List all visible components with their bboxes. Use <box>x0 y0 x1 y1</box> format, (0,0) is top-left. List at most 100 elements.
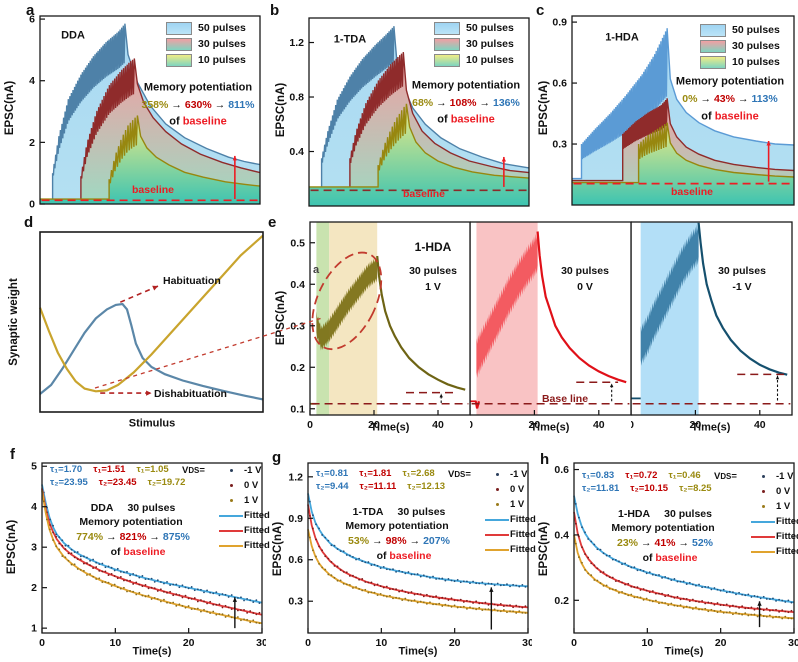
panel-f-plot: 1 2 3 4 5 0 10 20 30 <box>31 461 266 649</box>
tau2-red: τ₂=11.11 <box>359 481 397 492</box>
potentiation-values: 0% → 43% → 113% <box>682 93 777 105</box>
of-baseline: of baseline <box>169 116 226 129</box>
voltage-label-1v: 1 V <box>425 280 441 293</box>
svg-text:0.5: 0.5 <box>290 237 305 249</box>
x-axis-label: Time(s) <box>664 645 704 658</box>
legend-swatch-10 <box>434 53 460 67</box>
svg-text:0.6: 0.6 <box>554 464 569 476</box>
habituation-label: Habituation <box>163 275 221 287</box>
fitted-label: Fitted <box>510 514 536 525</box>
legend-swatch-10 <box>700 55 726 69</box>
panel-b: 0.4 0.8 1.2 b EPSC(nA) 1-TDA 50 pulses 30 … <box>266 0 532 212</box>
fitted-line-yellow <box>485 548 509 551</box>
tau2-blue: τ₂=11.81 <box>582 483 620 494</box>
spacer <box>714 484 750 499</box>
vds-label: V DS = <box>182 465 205 476</box>
pct-0v: 821% <box>119 530 147 543</box>
spacer <box>448 542 484 557</box>
memory-potentiation-title: Memory potentiation <box>411 79 521 92</box>
marker-cell <box>484 482 510 497</box>
marker-cell <box>218 478 244 493</box>
vds-legend: VDS= -1 V 0 V 1 V Fitted Fitted Fitted <box>714 469 798 559</box>
pulse-legend: 50 pulses 30 pulses 10 pulses <box>434 20 514 68</box>
device-label: 1-TDA <box>333 33 367 46</box>
spacer <box>714 514 750 529</box>
tau1-row: τ₁=1.70 τ₁=1.51 τ₁=1.05 <box>50 464 169 475</box>
legend-item: 30 pulses <box>700 38 780 54</box>
memory-potentiation-title: Memory potentiation <box>79 515 183 528</box>
arrow-glyph: → <box>737 92 749 105</box>
marker-cell <box>484 542 510 557</box>
spacer <box>714 544 750 559</box>
panel-d: d Synaptic weight Stimulus Habituation D… <box>0 212 265 437</box>
scatter-dot-0v <box>229 484 233 487</box>
y-axis-label: EPSC(nA) <box>275 290 287 346</box>
marker-cell <box>218 538 244 553</box>
pulse-legend: 50 pulses 30 pulses 10 pulses <box>166 20 246 68</box>
tau2-olive: τ₂=12.13 <box>407 481 446 492</box>
arrow-glyph: → <box>640 536 652 549</box>
svg-text:0: 0 <box>307 419 313 431</box>
volt-label: 0 V <box>510 484 525 495</box>
svg-text:0.2: 0.2 <box>554 595 569 607</box>
volt-label: 1 V <box>776 501 791 512</box>
tau1-olive: τ₁=0.46 <box>668 470 701 481</box>
svg-text:0.9: 0.9 <box>552 17 567 29</box>
pct-50: 113% <box>751 92 778 105</box>
svg-text:20: 20 <box>449 637 461 649</box>
spacer <box>448 482 484 497</box>
panel-letter: a <box>26 2 35 19</box>
panel-h: 0.2 0.4 0.6 0 10 20 30 h EPSC(nA) Time(s) τ₁=0… <box>532 437 798 662</box>
svg-text:40: 40 <box>593 419 605 431</box>
stray-a-label: a <box>313 264 320 276</box>
spacer <box>448 527 484 542</box>
legend-label: 30 pulses <box>198 38 246 50</box>
y-axis-label: EPSC(nA) <box>538 521 550 577</box>
tau1-red: τ₁=0.72 <box>625 470 658 481</box>
svg-text:10: 10 <box>641 637 653 649</box>
y-axis-label: Synaptic weight <box>8 278 20 366</box>
volt-label: -1 V <box>510 469 528 480</box>
arrow-glyph: → <box>409 534 421 547</box>
pulses-label-0v: 30 pulses <box>561 264 609 277</box>
fitted-label: Fitted <box>244 510 270 521</box>
svg-text:0.3: 0.3 <box>290 320 305 332</box>
of-baseline: of baseline <box>701 111 758 124</box>
marker-cell <box>750 544 776 559</box>
svg-text:4: 4 <box>31 501 37 513</box>
pct-30: 630% <box>184 98 212 111</box>
pct-neg1v: 23% <box>616 536 638 549</box>
volt-label: -1 V <box>244 465 262 476</box>
svg-text:20: 20 <box>368 419 380 431</box>
panel-letter: e <box>268 214 277 231</box>
marker-cell <box>484 497 510 512</box>
tau1-red: τ₁=1.81 <box>359 468 392 479</box>
svg-text:1.2: 1.2 <box>289 37 304 49</box>
pulse-legend: 50 pulses 30 pulses 10 pulses <box>700 22 780 70</box>
of-word: of <box>110 545 121 558</box>
legend-swatch-30 <box>700 39 726 53</box>
svg-text:30: 30 <box>788 637 798 649</box>
svg-text:6: 6 <box>29 14 35 26</box>
svg-text:2: 2 <box>31 582 37 594</box>
scatter-dot-neg1v <box>761 475 765 478</box>
panel-e-subplot-1v: 0.1 0.2 0.3 0.4 0.5 0 20 40 <box>290 221 471 431</box>
pulses-label: 30 pulses <box>127 501 176 514</box>
pct-neg1v: 53% <box>348 534 370 547</box>
x-axis-label: Time(s) <box>132 645 172 658</box>
svg-text:0.2: 0.2 <box>290 362 305 374</box>
tau2-red: τ₂=10.15 <box>630 483 669 494</box>
legend-label: 10 pulses <box>198 54 246 66</box>
legend-label: 50 pulses <box>732 24 780 36</box>
arrow-glyph: → <box>106 530 117 543</box>
fitted-line-blue <box>219 514 243 517</box>
of-word: of <box>642 551 653 564</box>
svg-text:2: 2 <box>29 137 35 149</box>
pct-0v: 41% <box>654 536 676 549</box>
baseline-word: baseline <box>655 551 698 564</box>
panel-e: 0.1 0.2 0.3 0.4 0.5 0 20 40 0 20 40 0 20 40 e EPSC(… <box>265 212 798 437</box>
legend-swatch-50 <box>700 23 726 37</box>
of-word: of <box>376 549 387 562</box>
